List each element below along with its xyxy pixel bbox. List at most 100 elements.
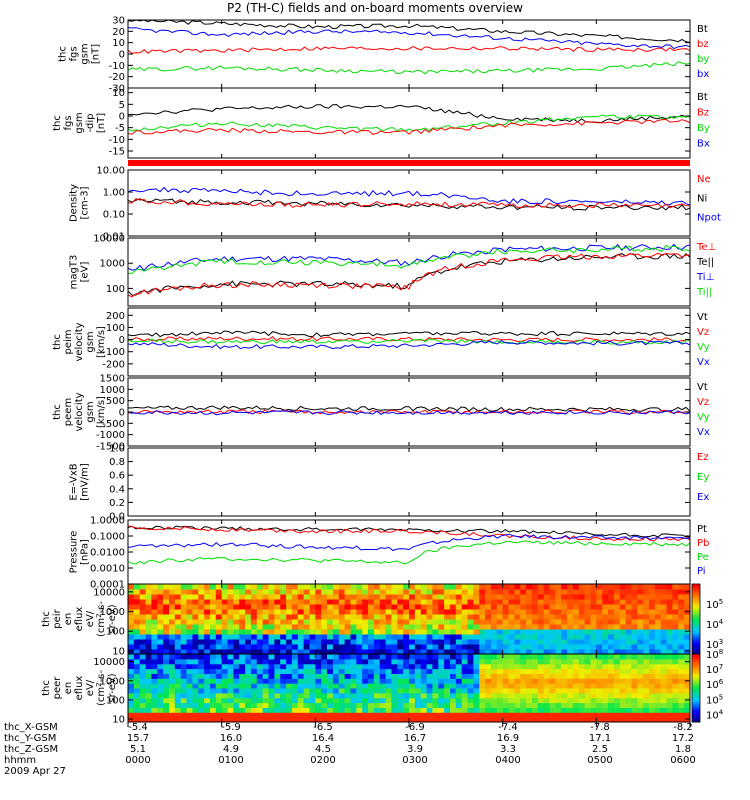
legend-Pb: Pb	[697, 538, 709, 549]
y-tick-label: 1.0000	[90, 516, 125, 527]
y-axis-label: gsm	[85, 331, 96, 352]
footer-label-time: hhmm	[4, 755, 37, 766]
colorbar-tick: 108	[706, 648, 723, 661]
y-axis-label: [cm-3]	[80, 186, 91, 219]
y-axis-label: thc	[41, 680, 52, 696]
footer-value: 0000	[125, 755, 151, 766]
legend-Bt: Bt	[697, 24, 708, 35]
y-tick-label: 1.00	[103, 188, 125, 199]
footer-value: -8.2	[673, 722, 693, 733]
colorbar-tick: 105	[706, 598, 723, 611]
footer-value: 0200	[310, 755, 336, 766]
y-tick-label: 0.0001	[90, 580, 125, 591]
y-tick-label: 10	[112, 38, 125, 49]
y-tick-label: 100	[106, 323, 125, 334]
panel-4: Te⊥ Te|| Ti⊥ Ti|| 10000 1000 100 magT3 [eV]	[69, 234, 716, 307]
footer-value: 0100	[218, 755, 244, 766]
y-tick-label: 200	[106, 311, 125, 322]
y-axis-label: eflux	[74, 607, 85, 632]
y-axis-label: fgs	[69, 46, 80, 61]
y-tick-label: 20	[112, 27, 125, 38]
y-axis-label: peim	[63, 329, 74, 354]
spectrogram-10	[128, 654, 691, 723]
y-axis-label: thc	[52, 334, 63, 350]
y-axis-label: -dip	[85, 113, 96, 132]
y-axis-label: Density	[69, 184, 80, 222]
y-tick-label: 0.1000	[90, 532, 125, 543]
footer-value: 4.5	[315, 744, 331, 755]
y-axis-label: peem	[63, 398, 74, 426]
y-tick-label: 1000	[100, 676, 125, 687]
colorbar-tick: 104	[706, 708, 724, 721]
footer-value: -5.9	[221, 722, 241, 733]
y-axis-label: peer	[52, 676, 63, 700]
footer-value: 15.7	[126, 733, 150, 744]
y-tick-label: 30	[112, 16, 125, 27]
footer-value: 5.1	[130, 744, 146, 755]
y-tick-label: -20	[109, 72, 125, 83]
footer-value: 16.9	[496, 733, 520, 744]
y-axis-label: thc	[41, 611, 52, 627]
series-Bt	[127, 104, 691, 123]
y-tick-label: -100	[102, 347, 125, 358]
y-tick-label: 10000	[93, 657, 125, 668]
y-axis-label: sr-eV)	[107, 673, 118, 702]
y-tick-label: -1000	[96, 430, 125, 441]
y-tick-label: 0.0010	[90, 564, 125, 575]
panel-3: Ne Ni Npot 10.00 1.00 0.10 0.01 Density [cm-3]	[69, 166, 721, 243]
footer-value: 17.1	[588, 733, 612, 744]
footer-label-x: thc_X-GSM	[4, 722, 58, 733]
y-tick-label: 0	[119, 408, 125, 419]
colorbar-tick: 107	[706, 663, 723, 676]
series-by	[127, 61, 691, 75]
y-axis-label: [eV]	[80, 262, 91, 283]
y-tick-label: 0.2	[109, 498, 125, 509]
legend-By: By	[697, 123, 710, 134]
y-axis-label: Pressure	[69, 531, 80, 574]
y-tick-label: -10	[109, 135, 125, 146]
panel-frame	[127, 519, 691, 585]
legend-Vt: Vt	[697, 312, 708, 323]
y-tick-label: 1.0	[109, 444, 125, 455]
panel-frame	[127, 19, 691, 89]
series-Vz	[127, 336, 691, 343]
series-Vt	[127, 405, 691, 412]
colorbar-tick: 105	[706, 693, 723, 706]
y-tick-label: 10000	[93, 587, 125, 598]
series-bz	[127, 45, 691, 54]
y-axis-label: sr-eV)	[107, 604, 118, 633]
y-tick-label: 0.01	[103, 232, 125, 243]
y-axis-label: eV/	[85, 679, 96, 696]
legend-by: by	[697, 54, 709, 65]
footer-value: 16.7	[403, 733, 427, 744]
legend-Ey: Ey	[697, 472, 709, 483]
colorbar-tick: 104	[706, 618, 724, 631]
y-tick-label: -10	[109, 61, 125, 72]
y-axis-label: eV/	[85, 610, 96, 627]
legend-Vy: Vy	[697, 412, 710, 423]
y-tick-label: 0	[119, 50, 125, 61]
legend-bz: bz	[697, 39, 709, 50]
y-tick-label: 0.10	[103, 210, 125, 221]
spectrogram-9	[128, 584, 691, 655]
y-axis-label: [km/s]	[96, 396, 107, 428]
series-Vy	[127, 338, 691, 345]
legend-Npot: Npot	[697, 213, 721, 224]
y-axis-label: en	[63, 613, 74, 626]
series-Bz	[127, 118, 691, 135]
legend-Bt: Bt	[697, 92, 708, 103]
colorbar-10: 108 107 106 105 104	[691, 648, 724, 723]
footer-value: 4.9	[223, 744, 239, 755]
series-Vx	[127, 409, 691, 416]
series-Te||	[127, 253, 691, 296]
footer-value: 3.3	[500, 744, 516, 755]
series-Pb	[127, 525, 691, 542]
footer-value: 3.9	[407, 744, 423, 755]
legend-Te⊥: Te⊥	[696, 242, 716, 253]
y-tick-label: 10.00	[96, 166, 125, 177]
legend-Vy: Vy	[697, 342, 710, 353]
panel-10: 108 107 106 105 104 10000 1000 100 10 thc peer en ef…	[41, 648, 724, 726]
